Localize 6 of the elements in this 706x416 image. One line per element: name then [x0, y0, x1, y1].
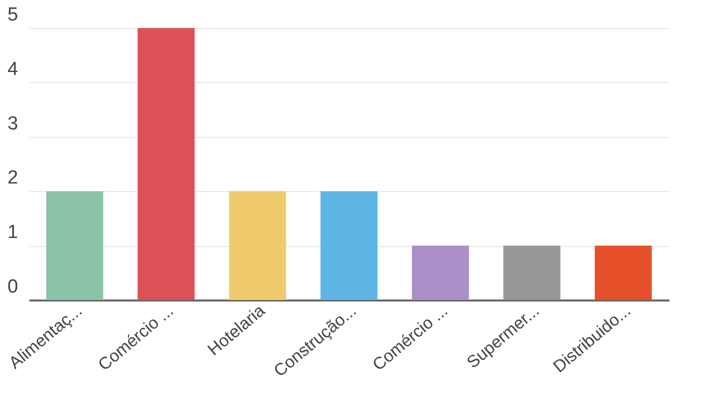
y-tick-label: 4 [8, 58, 18, 80]
y-tick-label: 0 [8, 276, 18, 298]
y-tick-label: 3 [8, 113, 18, 134]
y-tick-label: 1 [8, 222, 18, 244]
y-tick-label: 5 [8, 4, 18, 26]
y-tick-label: 2 [8, 168, 18, 189]
